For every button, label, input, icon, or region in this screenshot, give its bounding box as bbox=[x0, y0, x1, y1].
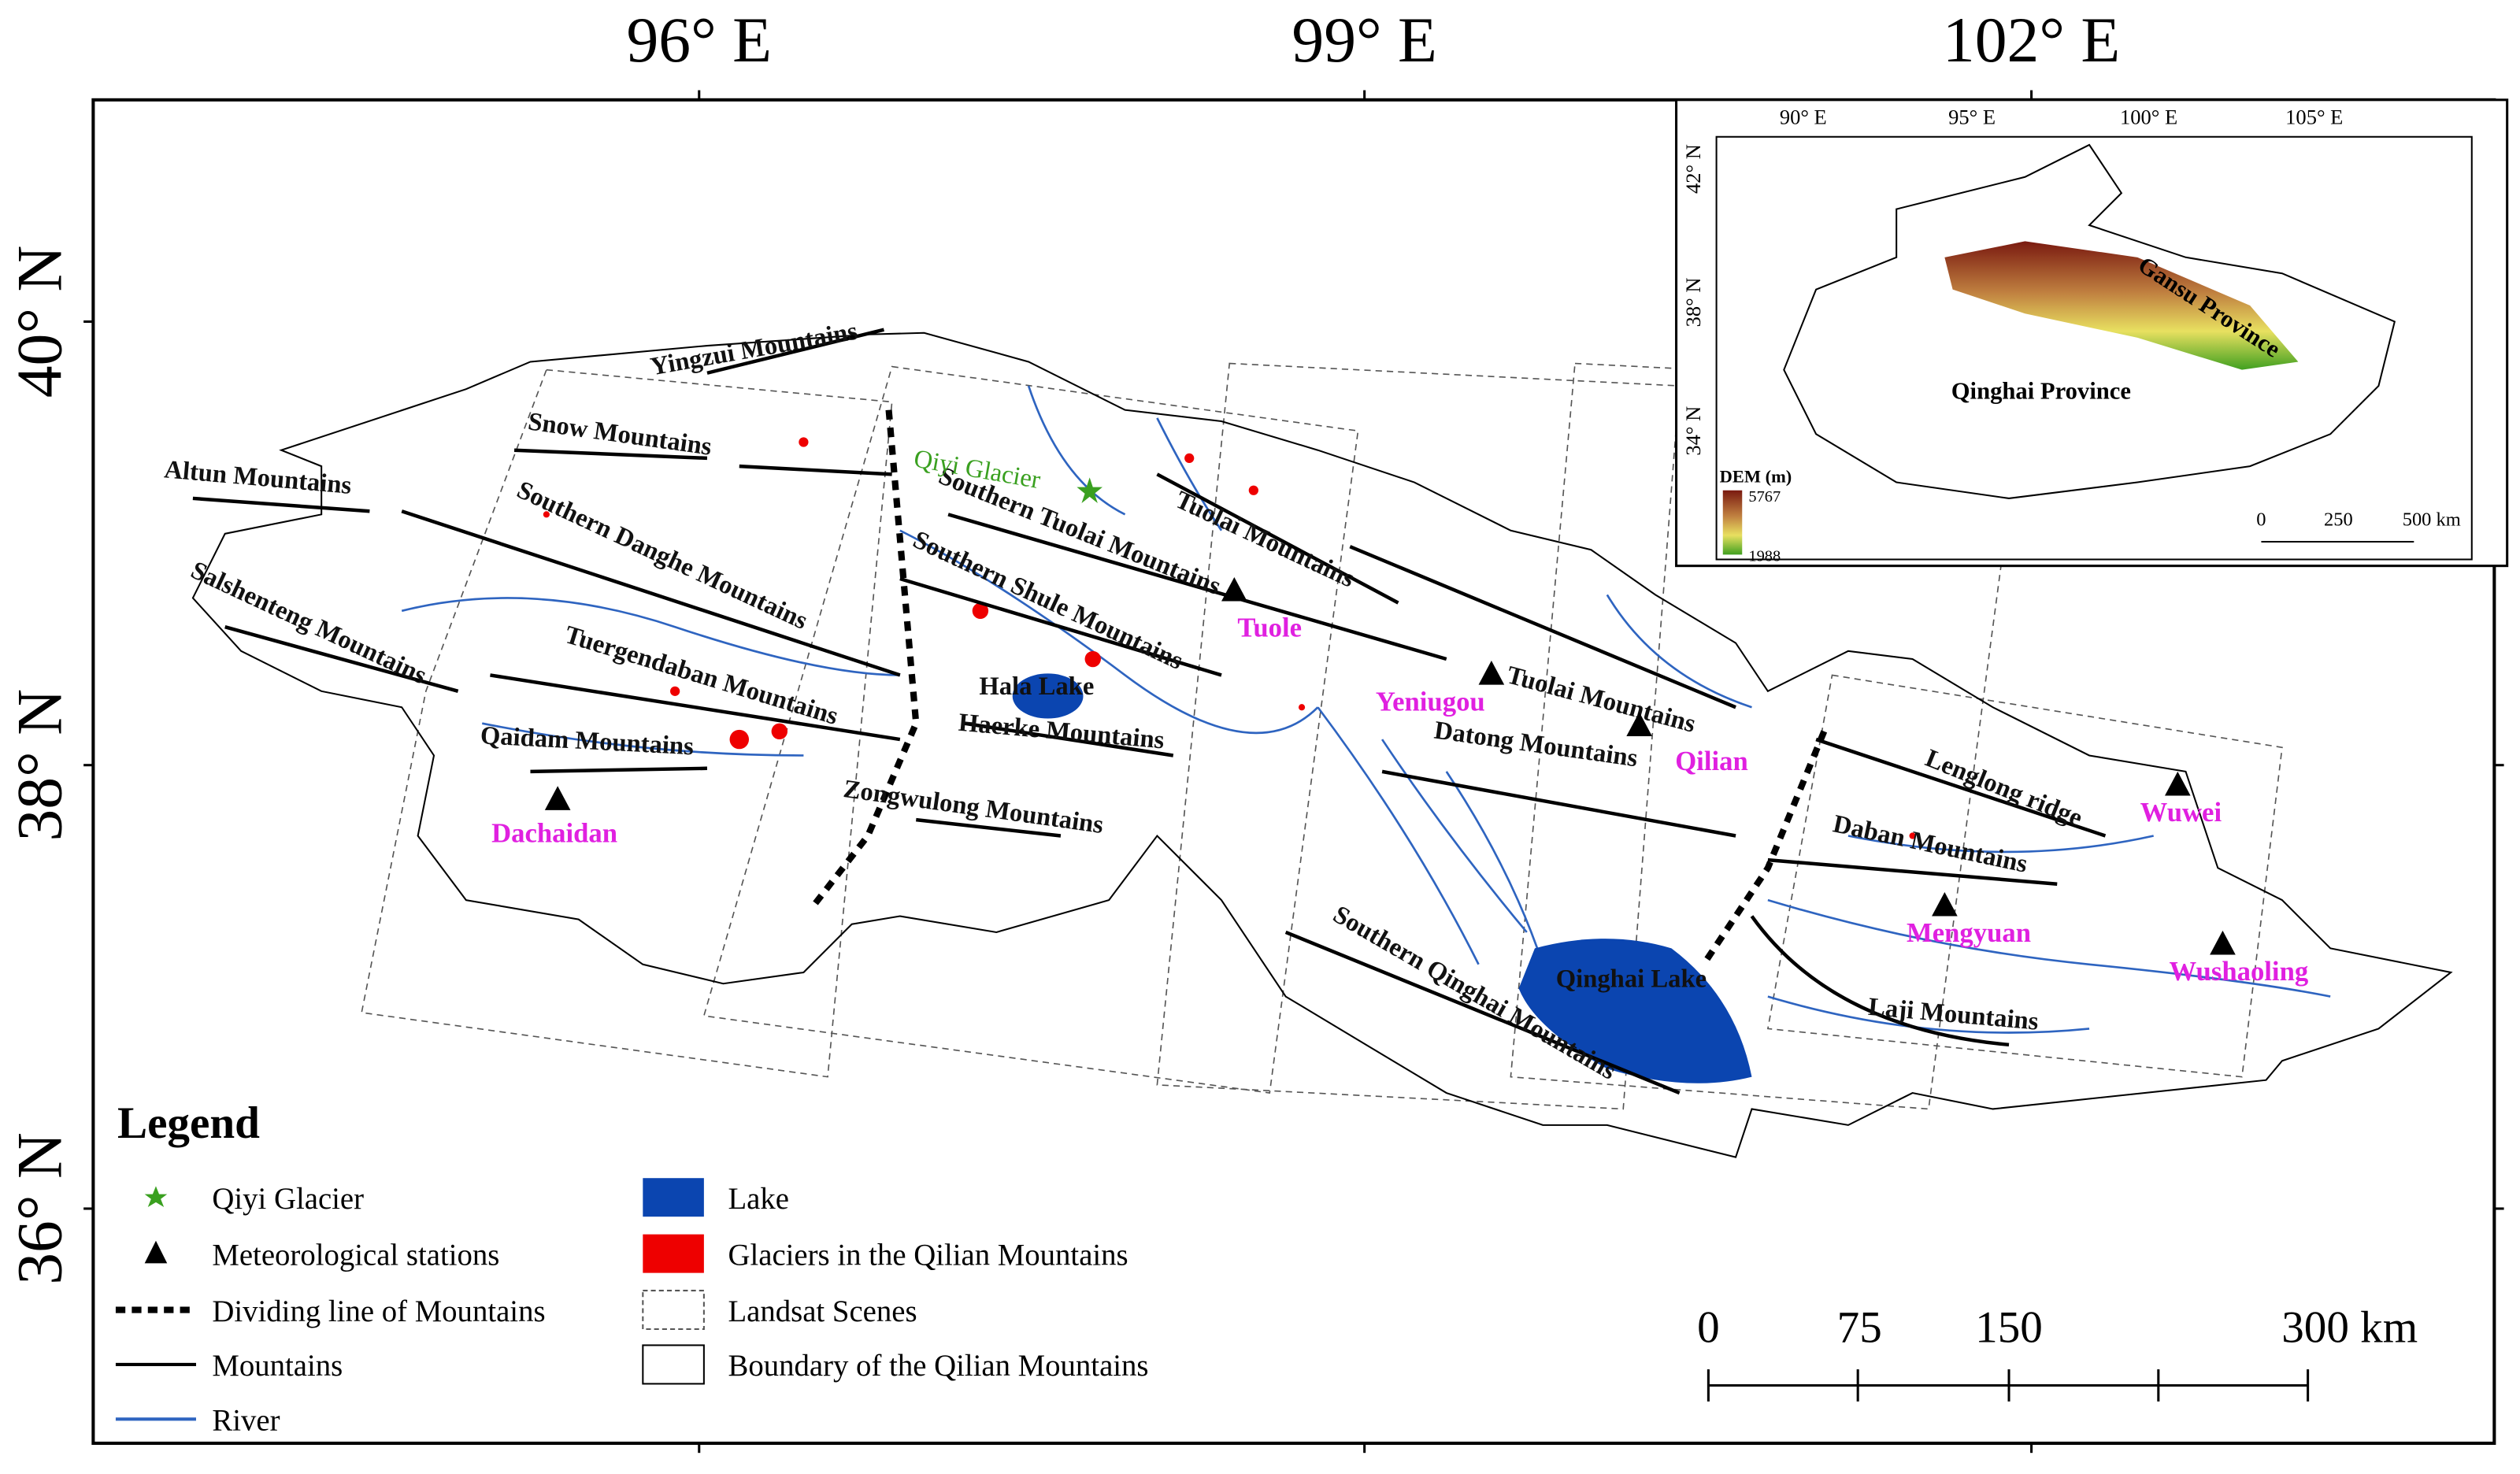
legend-symbol bbox=[643, 1178, 704, 1217]
lon-label: 96° E bbox=[626, 4, 772, 76]
station-label: Tuole bbox=[1237, 612, 1302, 643]
station-label: Wushaoling bbox=[2169, 956, 2308, 987]
lon-label: 99° E bbox=[1292, 4, 1437, 76]
inset-scale-label: 0 bbox=[2256, 509, 2266, 531]
mountain-lines bbox=[192, 328, 2107, 1095]
inset-lat-label: 34° N bbox=[1681, 406, 1705, 456]
inset-dem bbox=[1944, 241, 2299, 370]
legend-symbol bbox=[642, 1290, 705, 1331]
legend-label: Mountains bbox=[212, 1349, 343, 1383]
station-marker bbox=[1478, 661, 1505, 685]
landsat-scenes bbox=[361, 362, 2283, 1110]
station-marker bbox=[544, 786, 571, 810]
legend-title: Legend bbox=[117, 1098, 260, 1148]
inset-map-frame bbox=[1715, 135, 2473, 561]
legend-label: Landsat Scenes bbox=[728, 1294, 917, 1328]
dem-min: 1988 bbox=[1748, 548, 1781, 565]
inset bbox=[1675, 98, 2509, 568]
inset-lon-label: 105° E bbox=[2285, 105, 2343, 128]
inset-lon-label: 95° E bbox=[1948, 105, 1996, 128]
dem-title: DEM (m) bbox=[1720, 467, 1792, 487]
legend-label: Qiyi Glacier bbox=[212, 1182, 364, 1216]
inset-lon-label: 90° E bbox=[1780, 105, 1827, 128]
station-label: Mengyuan bbox=[1907, 917, 2031, 948]
inset-lat-label: 38° N bbox=[1681, 278, 1705, 328]
legend-label: Glaciers in the Qilian Mountains bbox=[728, 1238, 1128, 1272]
inset-lon-label: 100° E bbox=[2120, 105, 2177, 128]
station-label: Qilian bbox=[1675, 746, 1748, 776]
scale-label: 300 km bbox=[2281, 1302, 2418, 1352]
inset-lat-label: 42° N bbox=[1681, 144, 1705, 194]
station-marker bbox=[1221, 576, 1247, 602]
lakes bbox=[1012, 673, 1752, 1083]
legend-symbol bbox=[144, 1186, 168, 1207]
lat-label: 36° N bbox=[4, 1132, 76, 1285]
glacier-star bbox=[1077, 477, 1102, 504]
station-label: Wuwei bbox=[2140, 797, 2222, 828]
scale-label: 0 bbox=[1697, 1302, 1720, 1352]
station-marker bbox=[1626, 712, 1652, 736]
scale-bar bbox=[1707, 1369, 2310, 1402]
inset-scale-label: 250 bbox=[2324, 509, 2353, 531]
station-marker bbox=[1932, 891, 1958, 917]
lat-label: 38° N bbox=[4, 689, 76, 842]
inset-scale-label: 500 km bbox=[2403, 509, 2461, 531]
scale-label: 150 bbox=[1975, 1302, 2043, 1352]
dividing-lines bbox=[809, 409, 1828, 967]
dem-bar bbox=[1722, 490, 1743, 555]
legend-symbol bbox=[144, 1240, 168, 1264]
lon-label: 102° E bbox=[1943, 4, 2120, 76]
lake-label: Hala Lake bbox=[979, 672, 1094, 701]
lat-label: 40° N bbox=[4, 246, 76, 398]
legend-label: Dividing line of Mountains bbox=[212, 1294, 545, 1328]
dem-max: 5767 bbox=[1748, 488, 1781, 506]
rivers bbox=[401, 385, 2331, 1034]
glaciers bbox=[543, 437, 1916, 839]
inset-provinces bbox=[1783, 143, 2396, 499]
station-label: Dachaidan bbox=[491, 818, 617, 849]
axis-labels: 96° E 99° E 102° E 40° N 38° N 36° N bbox=[4, 4, 2121, 1285]
legend-label: Meteorological stations bbox=[212, 1238, 499, 1272]
province-label: Qinghai Province bbox=[1951, 377, 2131, 404]
legend: Legend bbox=[115, 1098, 705, 1421]
station-marker bbox=[2210, 930, 2236, 955]
station-marker bbox=[2164, 771, 2191, 796]
legend-symbol bbox=[643, 1234, 704, 1273]
legend-symbol bbox=[642, 1344, 705, 1385]
station-label: Yeniugou bbox=[1376, 686, 1485, 717]
lake-label: Qinghai Lake bbox=[1556, 965, 1707, 993]
boundary bbox=[191, 331, 2453, 1158]
legend-label: Lake bbox=[728, 1182, 788, 1216]
legend-label: River bbox=[212, 1404, 280, 1438]
legend-label: Boundary of the Qilian Mountains bbox=[728, 1349, 1148, 1383]
scale-label: 75 bbox=[1837, 1302, 1882, 1352]
